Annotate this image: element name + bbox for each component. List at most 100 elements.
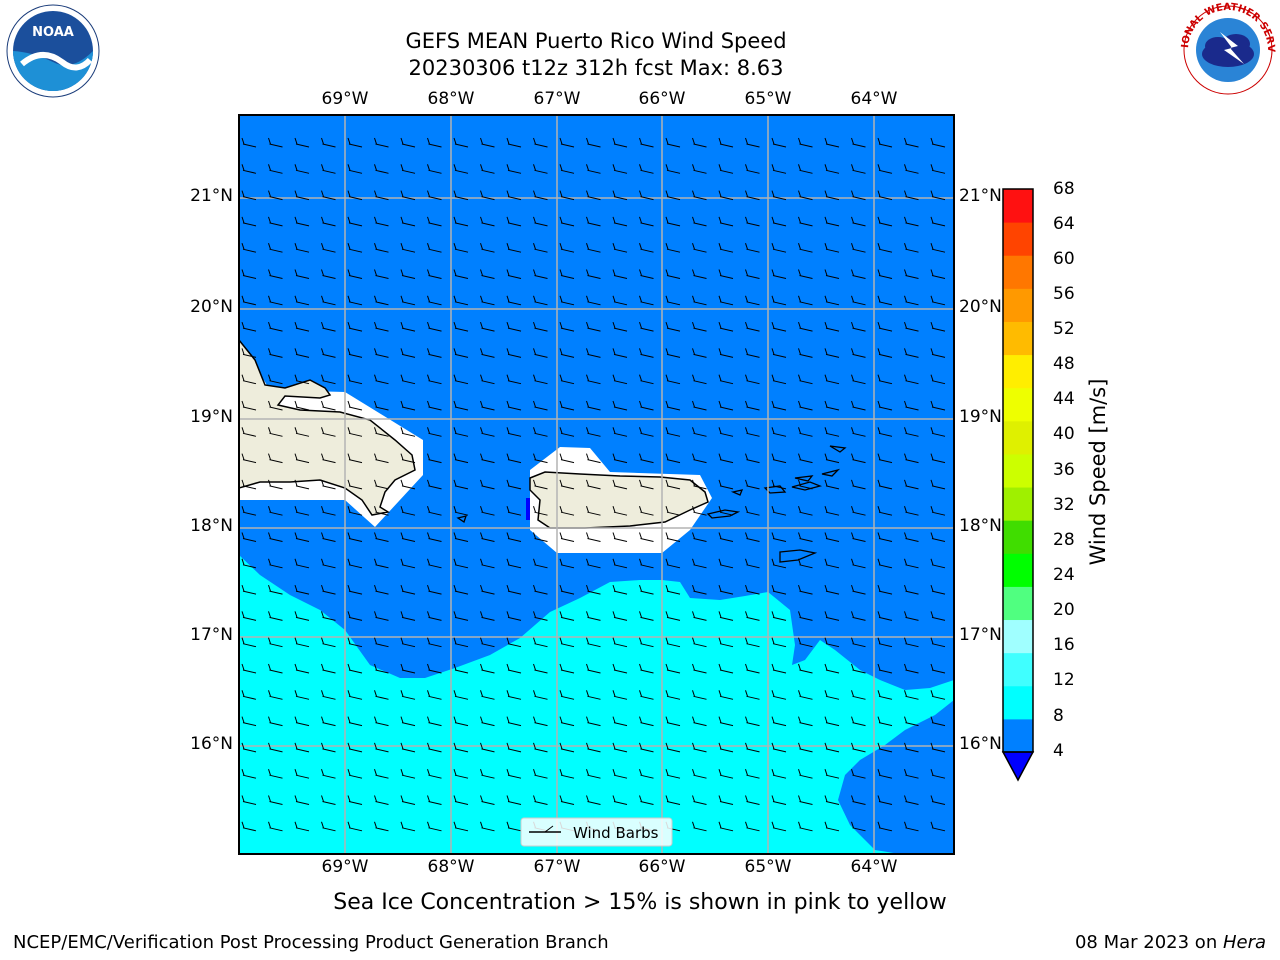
- wind-barb: [480, 532, 495, 542]
- wind-barb: [453, 164, 469, 174]
- wind-barb: [904, 742, 919, 753]
- wind-barb: [268, 532, 283, 542]
- wind-barb: [692, 479, 707, 490]
- wind-barb: [427, 795, 442, 805]
- wind-barb: [241, 584, 257, 595]
- wind-barb: [877, 821, 893, 832]
- lon-tick-bottom: 66°W: [638, 857, 686, 877]
- wind-barb: [374, 400, 389, 411]
- wind-barb: [347, 479, 363, 490]
- wind-barb: [771, 453, 787, 464]
- wind-barb: [559, 716, 575, 727]
- wind-barb: [930, 427, 946, 437]
- wind-barb: [321, 190, 336, 201]
- wind-barb: [506, 190, 522, 201]
- wind-barb: [771, 243, 787, 253]
- wind-barb: [559, 164, 575, 174]
- chart-title: GEFS MEAN Puerto Rico Wind Speed: [405, 29, 787, 53]
- wind-barb: [692, 611, 707, 621]
- wind-barb: [798, 164, 813, 174]
- wind-barb: [930, 321, 946, 332]
- wind-barb: [268, 453, 283, 464]
- wind-barb: [718, 374, 734, 385]
- wind-barb: [506, 453, 522, 464]
- wind-barb: [480, 453, 495, 464]
- wind-barb: [771, 532, 787, 542]
- wind-barb: [798, 479, 813, 490]
- wind-barb: [453, 374, 469, 385]
- wind-barb: [639, 453, 654, 464]
- wind-barb: [745, 427, 760, 437]
- wind-barb: [851, 637, 866, 648]
- wind-barb: [268, 716, 283, 727]
- wind-barb: [745, 637, 760, 648]
- wind-barb: [771, 348, 787, 358]
- wind-barb: [294, 321, 310, 332]
- wind-barb: [480, 321, 495, 332]
- colorbar-segment: [1003, 718, 1033, 753]
- wind-barb: [798, 216, 813, 227]
- lat-tick-left: 19°N: [190, 407, 233, 427]
- colorbar-segment: [1003, 586, 1033, 621]
- wind-barb: [241, 558, 257, 569]
- wind-barb: [745, 243, 760, 253]
- wind-barb: [506, 716, 522, 727]
- wind-barb: [374, 821, 389, 832]
- wind-barb: [506, 479, 522, 490]
- wind-barb: [612, 690, 628, 700]
- wind-barb: [321, 769, 336, 779]
- wind-barb: [877, 295, 893, 306]
- wind-barb: [612, 716, 628, 727]
- wind-barb: [745, 821, 760, 832]
- wind-barb: [533, 321, 548, 332]
- wind-barb: [877, 243, 893, 253]
- wind-barb: [718, 243, 734, 253]
- wind-barb: [321, 611, 336, 621]
- wind-barb: [374, 506, 389, 516]
- wind-barb: [347, 716, 363, 727]
- wind-barb: [294, 400, 310, 411]
- colorbar-tick: 12: [1053, 670, 1075, 690]
- colorbar-tick: 64: [1053, 214, 1075, 234]
- wind-barb: [877, 427, 893, 437]
- footer-left: NCEP/EMC/Verification Post Processing Pr…: [13, 932, 609, 953]
- wind-barb: [400, 821, 416, 832]
- wind-barb: [347, 164, 363, 174]
- wind-barb: [824, 611, 840, 621]
- wind-barb: [798, 400, 813, 411]
- wind-barb: [612, 321, 628, 332]
- wind-barb: [692, 584, 707, 595]
- wind-barb: [851, 216, 866, 227]
- wind-barb: [930, 663, 946, 674]
- wind-barb: [904, 453, 919, 464]
- wind-barb: [427, 558, 442, 569]
- wind-barb: [453, 532, 469, 542]
- wind-barb: [877, 742, 893, 753]
- wind-barb: [586, 532, 601, 542]
- colorbar-tick: 8: [1053, 706, 1064, 726]
- wind-barb: [241, 137, 257, 148]
- wind-barb: [798, 769, 813, 779]
- wind-barb: [347, 243, 363, 253]
- wind-barb: [559, 374, 575, 385]
- wind-barb: [665, 584, 681, 595]
- wind-barb: [427, 532, 442, 542]
- colorbar-tick: 36: [1053, 460, 1075, 480]
- wind-barb: [718, 269, 734, 279]
- wind-barb: [745, 400, 760, 411]
- wind-barb: [559, 611, 575, 621]
- wind-barb: [480, 821, 495, 832]
- wind-barb: [374, 348, 389, 358]
- wind-barb: [824, 532, 840, 542]
- wind-barb: [612, 506, 628, 516]
- lat-tick-right: 18°N: [959, 516, 1002, 536]
- wind-barb: [506, 821, 522, 832]
- wind-barb: [692, 374, 707, 385]
- wind-barb: [877, 637, 893, 648]
- wind-barb: [586, 295, 601, 306]
- wind-barb: [533, 453, 548, 464]
- wind-barb: [321, 295, 336, 306]
- wind-barb: [771, 690, 787, 700]
- wind-barb: [559, 321, 575, 332]
- wind-barb: [559, 269, 575, 279]
